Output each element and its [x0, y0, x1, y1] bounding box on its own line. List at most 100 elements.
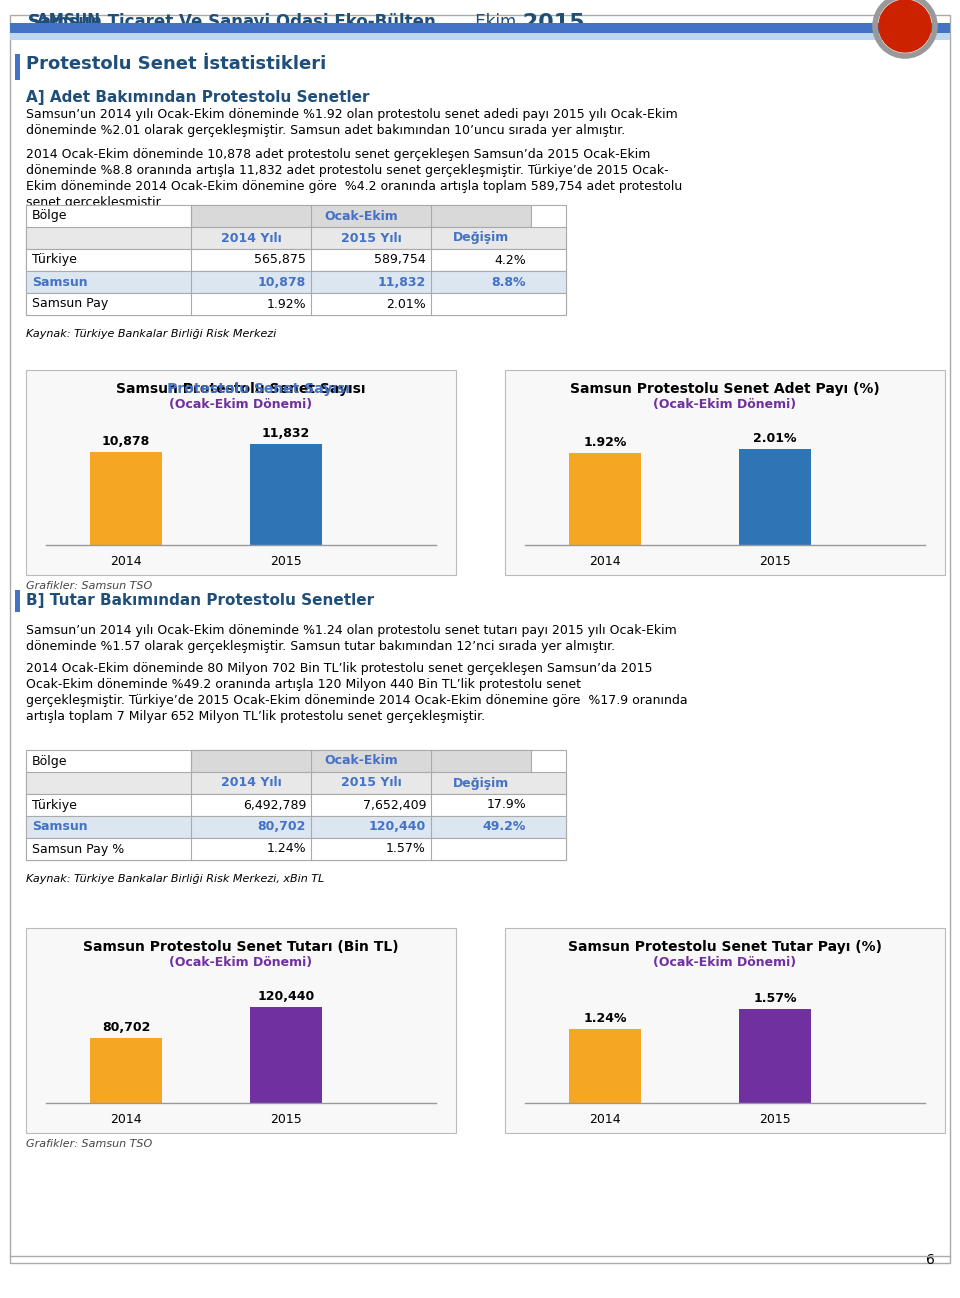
Text: Protestolu Senet Sayısı: Protestolu Senet Sayısı: [132, 382, 349, 396]
Text: Bölge: Bölge: [32, 209, 67, 222]
Text: Türkiye: Türkiye: [32, 798, 77, 811]
Text: 11,832: 11,832: [377, 275, 426, 288]
Bar: [26, 271, 566, 293]
Text: 2.01%: 2.01%: [386, 297, 426, 310]
Text: 2015 Yılı: 2015 Yılı: [341, 231, 401, 244]
Text: A] Adet Bakımından Protestolu Senetler: A] Adet Bakımından Protestolu Senetler: [26, 90, 370, 105]
Text: 10,878: 10,878: [102, 435, 150, 448]
Text: AMSUN: AMSUN: [37, 13, 106, 29]
Text: Samsun Protestolu Senet Adet Payı (%): Samsun Protestolu Senet Adet Payı (%): [570, 382, 880, 396]
Text: 2015: 2015: [515, 13, 585, 32]
Text: S: S: [28, 13, 41, 31]
Text: 2014: 2014: [110, 556, 142, 569]
Text: Samsun Protestolu Senet Tutarı (Bin TL): Samsun Protestolu Senet Tutarı (Bin TL): [84, 940, 398, 954]
Text: 2014: 2014: [110, 1112, 142, 1125]
Text: döneminde %8.8 oranında artışla 11,832 adet protestolu senet gerçekleşmiştir. Tü: döneminde %8.8 oranında artışla 11,832 a…: [26, 164, 668, 177]
Text: Grafikler: Samsun TSO: Grafikler: Samsun TSO: [26, 582, 153, 591]
Text: 2015: 2015: [270, 1112, 301, 1125]
Bar: [15, 591, 20, 611]
Text: 1.57%: 1.57%: [386, 842, 426, 855]
Bar: [10, 32, 950, 40]
Bar: [26, 816, 566, 839]
Text: (Ocak-Ekim Dönemi): (Ocak-Ekim Dönemi): [169, 957, 313, 970]
Circle shape: [879, 0, 931, 52]
Text: 2014 Yılı: 2014 Yılı: [221, 776, 281, 789]
Bar: [505, 370, 945, 575]
Bar: [26, 772, 566, 794]
Text: (Ocak-Ekim Dönemi): (Ocak-Ekim Dönemi): [654, 398, 797, 411]
Text: Samsun: Samsun: [32, 275, 87, 288]
Bar: [250, 444, 322, 545]
Text: Ocak-Ekim döneminde %49.2 oranında artışla 120 Milyon 440 Bin TL’lik protestolu : Ocak-Ekim döneminde %49.2 oranında artış…: [26, 678, 581, 691]
Bar: [191, 205, 531, 227]
Bar: [15, 55, 20, 80]
Text: 11,832: 11,832: [262, 427, 310, 440]
Text: Kaynak: Türkiye Bankalar Birliği Risk Merkezi, xBin TL: Kaynak: Türkiye Bankalar Birliği Risk Me…: [26, 874, 324, 884]
Text: Ekim döneminde 2014 Ocak-Ekim dönemine göre  %4.2 oranında artışla toplam 589,75: Ekim döneminde 2014 Ocak-Ekim dönemine g…: [26, 180, 683, 193]
Text: 2015: 2015: [270, 556, 301, 569]
Text: Protestolu Senet İstatistikleri: Protestolu Senet İstatistikleri: [26, 55, 326, 73]
Bar: [739, 1009, 811, 1103]
Text: 17.9%: 17.9%: [487, 798, 526, 811]
Text: Samsun’un 2014 yılı Ocak-Ekim döneminde %1.92 olan protestolu senet adedi payı 2: Samsun’un 2014 yılı Ocak-Ekim döneminde …: [26, 108, 678, 121]
Text: 589,754: 589,754: [374, 253, 426, 266]
Text: 6: 6: [925, 1253, 934, 1267]
Text: Samsun Pay: Samsun Pay: [32, 297, 108, 310]
Text: 1.24%: 1.24%: [584, 1011, 627, 1024]
Text: senet gerçekleşmiştir.: senet gerçekleşmiştir.: [26, 196, 163, 209]
Text: 7,652,409: 7,652,409: [363, 798, 426, 811]
Text: 80,702: 80,702: [257, 820, 306, 833]
Text: 2014 Ocak-Ekim döneminde 80 Milyon 702 Bin TL’lik protestolu senet gerçekleşen S: 2014 Ocak-Ekim döneminde 80 Milyon 702 B…: [26, 662, 653, 675]
Bar: [739, 449, 811, 545]
Text: Değişim: Değişim: [453, 231, 509, 244]
Bar: [505, 928, 945, 1133]
Text: 10,878: 10,878: [257, 275, 306, 288]
Bar: [26, 249, 566, 271]
Bar: [26, 370, 456, 575]
Text: Samsun Protestolu Senet Tutar Payı (%): Samsun Protestolu Senet Tutar Payı (%): [568, 940, 882, 954]
Bar: [26, 205, 566, 315]
Text: gerçekleşmiştir. Türkiye’de 2015 Ocak-Ekim döneminde 2014 Ocak-Ekim dönemine gör: gerçekleşmiştir. Türkiye’de 2015 Ocak-Ek…: [26, 694, 687, 707]
Text: Ocak-Ekim: Ocak-Ekim: [324, 754, 397, 767]
Text: (Ocak-Ekim Dönemi): (Ocak-Ekim Dönemi): [169, 398, 313, 411]
Text: 1.92%: 1.92%: [266, 297, 306, 310]
Text: 120,440: 120,440: [369, 820, 426, 833]
Bar: [26, 839, 566, 861]
Text: artışla toplam 7 Milyar 652 Milyon TL’lik protestolu senet gerçekleşmiştir.: artışla toplam 7 Milyar 652 Milyon TL’li…: [26, 710, 485, 723]
Text: 4.2%: 4.2%: [494, 253, 526, 266]
Bar: [26, 227, 566, 249]
Text: B] Tutar Bakımından Protestolu Senetler: B] Tutar Bakımından Protestolu Senetler: [26, 592, 374, 607]
Text: Türkiye: Türkiye: [32, 253, 77, 266]
Text: Samsun: Samsun: [32, 820, 87, 833]
Text: Samsun Ticaret Ve Sanayi Odasi Eko-Bülten: Samsun Ticaret Ve Sanayi Odasi Eko-Bülte…: [28, 13, 436, 31]
Text: 2014: 2014: [589, 556, 621, 569]
Text: döneminde %1.57 olarak gerçekleşmiştir. Samsun tutar bakımından 12’nci sırada ye: döneminde %1.57 olarak gerçekleşmiştir. …: [26, 640, 615, 653]
Text: 1.24%: 1.24%: [266, 842, 306, 855]
Bar: [26, 750, 566, 861]
Text: 2015 Yılı: 2015 Yılı: [341, 776, 401, 789]
Text: 2.01%: 2.01%: [754, 431, 797, 444]
Bar: [10, 23, 950, 32]
Text: döneminde %2.01 olarak gerçekleşmiştir. Samsun adet bakımından 10’uncu sırada ye: döneminde %2.01 olarak gerçekleşmiştir. …: [26, 125, 625, 138]
Text: 80,702: 80,702: [102, 1022, 150, 1035]
Text: ⚙: ⚙: [891, 12, 919, 40]
Text: 120,440: 120,440: [257, 989, 315, 1002]
Text: 1.92%: 1.92%: [584, 436, 627, 449]
Bar: [90, 1038, 162, 1103]
Text: Grafikler: Samsun TSO: Grafikler: Samsun TSO: [26, 1140, 153, 1149]
Bar: [191, 750, 531, 772]
Text: Değişim: Değişim: [453, 776, 509, 789]
Text: 2014 Ocak-Ekim döneminde 10,878 adet protestolu senet gerçekleşen Samsun’da 2015: 2014 Ocak-Ekim döneminde 10,878 adet pro…: [26, 148, 650, 161]
Text: 2015: 2015: [759, 556, 791, 569]
Bar: [569, 1028, 641, 1103]
Bar: [250, 1007, 322, 1103]
Text: Samsun’un 2014 yılı Ocak-Ekim döneminde %1.24 olan protestolu senet tutarı payı : Samsun’un 2014 yılı Ocak-Ekim döneminde …: [26, 624, 677, 637]
Text: (Ocak-Ekim Dönemi): (Ocak-Ekim Dönemi): [654, 957, 797, 970]
Text: Ocak-Ekim: Ocak-Ekim: [324, 209, 397, 222]
Text: 49.2%: 49.2%: [483, 820, 526, 833]
Text: 2014 Yılı: 2014 Yılı: [221, 231, 281, 244]
Bar: [26, 794, 566, 816]
Bar: [26, 928, 456, 1133]
Text: Bölge: Bölge: [32, 754, 67, 767]
Text: 8.8%: 8.8%: [492, 275, 526, 288]
